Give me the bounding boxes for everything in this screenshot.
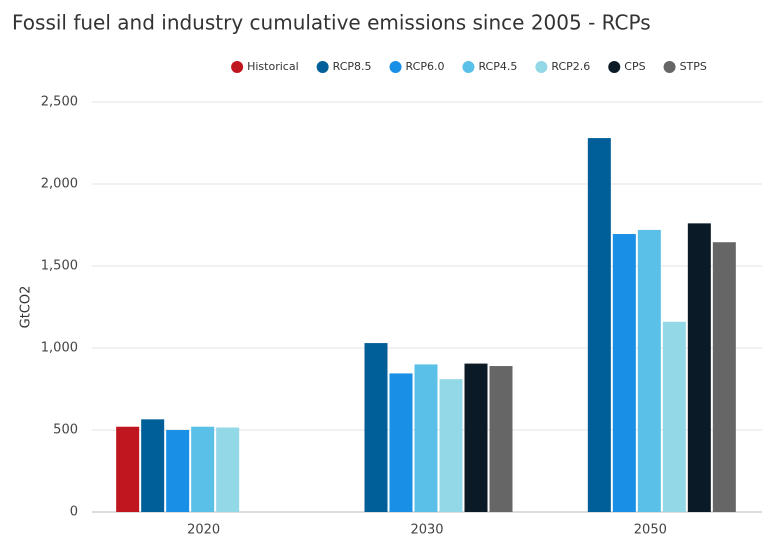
bar <box>464 363 488 512</box>
legend-marker <box>316 61 329 73</box>
bar <box>662 321 686 512</box>
bar <box>116 426 140 512</box>
legend-label: RCP8.5 <box>333 60 372 73</box>
bar <box>439 379 463 512</box>
legend-label: Historical <box>247 60 299 73</box>
bar <box>612 234 636 512</box>
legend-marker <box>663 61 676 73</box>
legend-marker <box>535 61 548 73</box>
legend-marker <box>231 61 244 73</box>
legend-label: RCP2.6 <box>551 60 590 73</box>
bar <box>414 364 438 512</box>
y-tick-label: 0 <box>70 505 78 520</box>
y-tick-label: 500 <box>53 423 78 438</box>
bar <box>216 427 240 512</box>
y-tick-label: 1,000 <box>41 341 78 356</box>
x-tick-label: 2020 <box>187 523 220 538</box>
bar <box>687 223 711 513</box>
legend-label: STPS <box>680 60 707 73</box>
x-tick-label: 2030 <box>410 523 443 538</box>
legend-marker <box>389 61 402 73</box>
chart-title: Fossil fuel and industry cumulative emis… <box>12 11 651 35</box>
y-axis-label: GtCO2 <box>19 286 34 329</box>
bar <box>712 242 736 512</box>
legend-marker <box>462 61 475 73</box>
bar <box>141 419 165 512</box>
y-tick-label: 2,000 <box>41 177 78 192</box>
x-tick-label: 2050 <box>634 523 667 538</box>
bar <box>389 373 413 512</box>
bar <box>637 229 661 513</box>
bar <box>489 366 513 512</box>
legend-label: CPS <box>624 60 645 73</box>
legend-marker <box>608 61 621 73</box>
bar <box>166 430 190 512</box>
y-tick-label: 2,500 <box>41 95 78 110</box>
y-tick-label: 1,500 <box>41 259 78 274</box>
legend-label: RCP6.0 <box>406 60 445 73</box>
legend-label: RCP4.5 <box>478 60 517 73</box>
bar <box>364 343 388 512</box>
bar <box>191 426 215 512</box>
bar <box>587 138 611 512</box>
